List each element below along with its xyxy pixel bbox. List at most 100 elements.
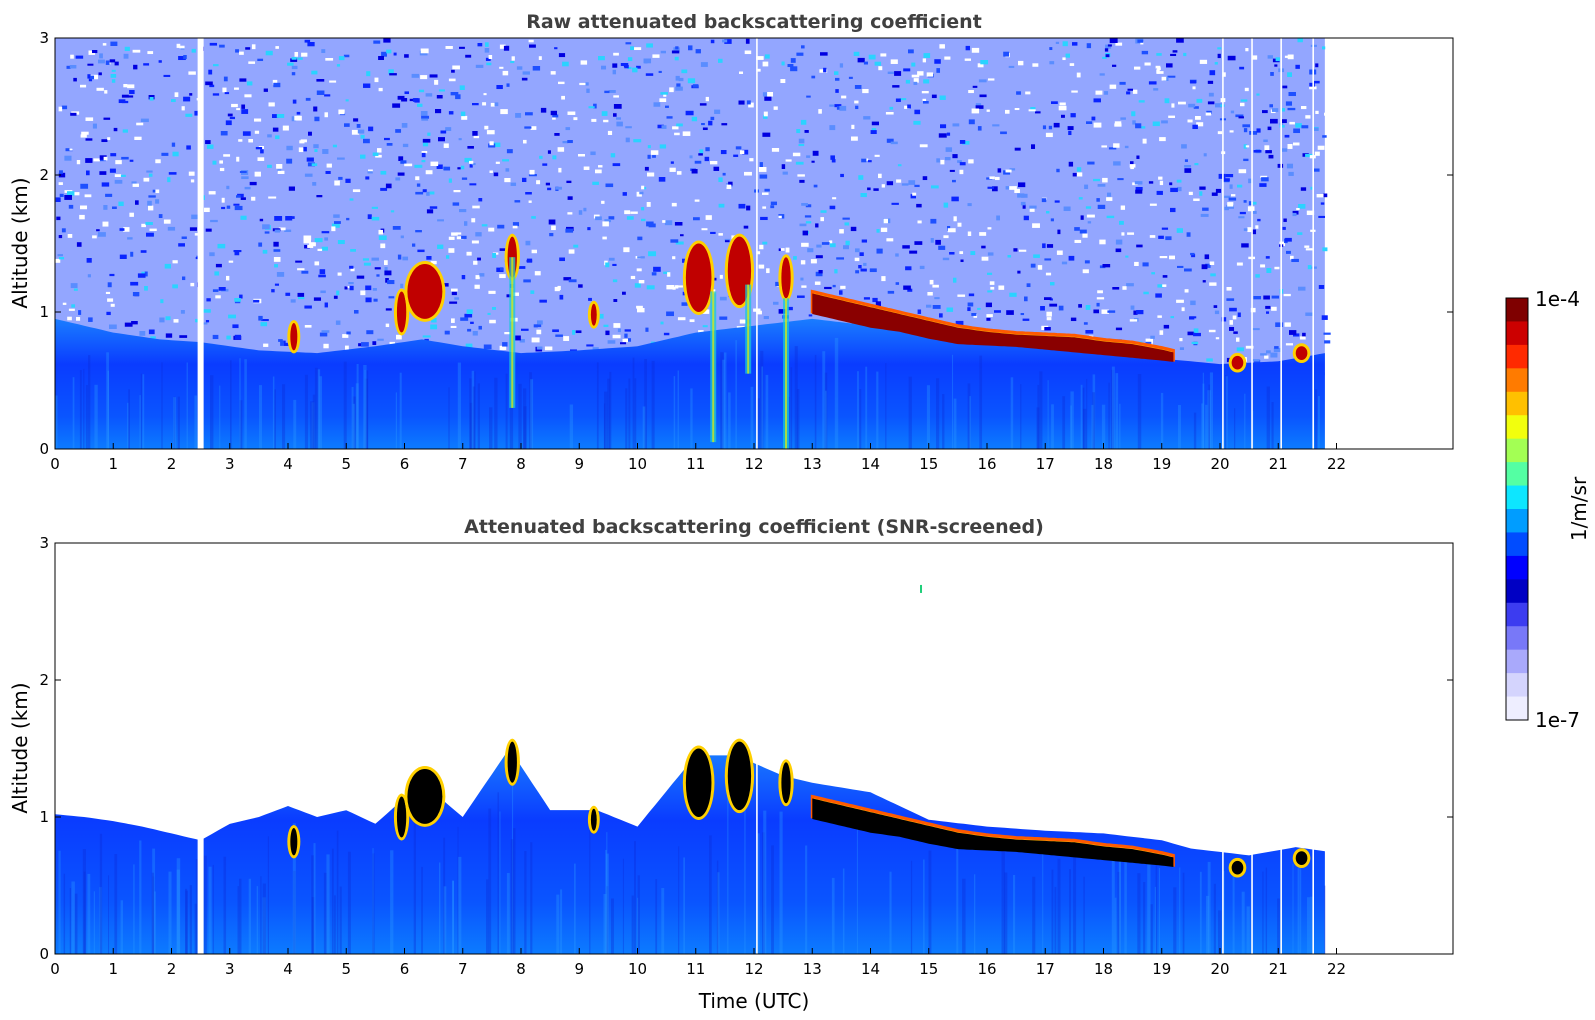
noise-pixel: [1217, 131, 1223, 135]
noise-pixel: [1113, 143, 1120, 148]
noise-pixel: [393, 52, 397, 56]
noise-pixel: [805, 221, 812, 224]
noise-pixel: [276, 164, 283, 169]
noise-pixel: [253, 299, 260, 303]
noise-pixel: [599, 313, 604, 319]
streak: [1010, 377, 1014, 449]
streak: [311, 402, 315, 449]
screened-backscatter-plot: [55, 543, 1326, 954]
noise-pixel: [127, 237, 133, 240]
noise-pixel: [321, 49, 326, 53]
noise-pixel: [273, 82, 281, 88]
noise-pixel: [1156, 53, 1162, 56]
noise-pixel: [677, 317, 686, 321]
noise-pixel: [1104, 48, 1109, 52]
streak: [194, 903, 198, 954]
noise-pixel: [886, 181, 894, 186]
noise-pixel: [1211, 192, 1218, 196]
noise-pixel: [895, 253, 899, 257]
noise-pixel: [536, 329, 542, 335]
noise-pixel: [705, 96, 709, 102]
streak: [83, 368, 85, 449]
streak: [596, 362, 599, 449]
noise-pixel: [244, 94, 252, 98]
noise-pixel: [762, 206, 767, 209]
noise-pixel: [637, 308, 645, 313]
streak: [1004, 872, 1008, 954]
noise-pixel: [749, 158, 754, 162]
noise-pixel: [121, 100, 129, 104]
noise-pixel: [1217, 53, 1221, 59]
noise-pixel: [909, 250, 918, 254]
noise-pixel: [1257, 218, 1261, 222]
noise-pixel: [1190, 80, 1197, 84]
noise-pixel: [469, 183, 477, 186]
noise-pixel: [378, 87, 383, 92]
noise-pixel: [1301, 106, 1307, 110]
noise-pixel: [360, 154, 366, 159]
noise-pixel: [1171, 103, 1175, 108]
noise-pixel: [286, 158, 293, 164]
noise-pixel: [914, 184, 920, 188]
noise-pixel: [226, 275, 230, 281]
x-tick-label: 14: [861, 960, 880, 978]
noise-pixel: [1225, 174, 1234, 178]
noise-pixel: [190, 179, 195, 183]
noise-pixel: [701, 123, 705, 126]
noise-pixel: [561, 95, 565, 100]
noise-pixel: [397, 95, 405, 100]
streak: [1205, 404, 1208, 449]
streak: [637, 875, 640, 954]
x-tick-label: 0: [50, 960, 60, 978]
noise-pixel: [258, 242, 263, 247]
noise-pixel: [119, 254, 127, 259]
noise-pixel: [1254, 359, 1261, 364]
streak: [969, 396, 971, 449]
screened-backscatter-panel: Attenuated backscattering coefficient (S…: [8, 516, 1454, 1013]
colorbar-band: [1506, 555, 1528, 580]
noise-pixel: [890, 59, 898, 64]
noise-pixel: [854, 257, 860, 262]
noise-pixel: [1046, 211, 1050, 214]
noise-pixel: [417, 103, 423, 107]
noise-pixel: [251, 196, 256, 201]
noise-pixel: [400, 160, 407, 164]
noise-pixel: [970, 251, 976, 256]
streak: [458, 856, 462, 954]
noise-pixel: [422, 142, 429, 147]
noise-pixel: [316, 195, 323, 198]
noise-pixel: [338, 176, 343, 180]
noise-pixel: [1274, 266, 1280, 270]
noise-pixel: [588, 297, 592, 301]
noise-pixel: [132, 49, 141, 53]
streak: [177, 396, 180, 449]
streak: [1137, 374, 1142, 449]
noise-pixel: [1101, 145, 1108, 148]
noise-pixel: [883, 218, 888, 224]
noise-pixel: [205, 228, 212, 232]
noise-pixel: [710, 116, 715, 121]
streak: [1108, 382, 1110, 449]
noise-pixel: [829, 205, 836, 210]
noise-pixel: [886, 138, 894, 143]
streak: [152, 848, 156, 954]
streak: [239, 358, 241, 449]
streak: [1086, 378, 1088, 449]
noise-pixel: [853, 51, 860, 56]
noise-pixel: [663, 271, 670, 274]
noise-pixel: [226, 205, 231, 209]
noise-pixel: [1127, 88, 1134, 91]
x-tick-label: 2: [167, 455, 177, 473]
noise-pixel: [1269, 104, 1273, 108]
streak: [857, 371, 859, 449]
noise-pixel: [114, 174, 122, 178]
streak: [1070, 391, 1074, 449]
noise-pixel: [438, 137, 446, 142]
noise-pixel: [363, 262, 371, 266]
streak: [323, 872, 327, 954]
noise-pixel: [378, 229, 384, 235]
noise-pixel: [318, 274, 326, 278]
noise-pixel: [1209, 261, 1215, 266]
streak: [1051, 404, 1054, 449]
noise-pixel: [1176, 228, 1183, 233]
